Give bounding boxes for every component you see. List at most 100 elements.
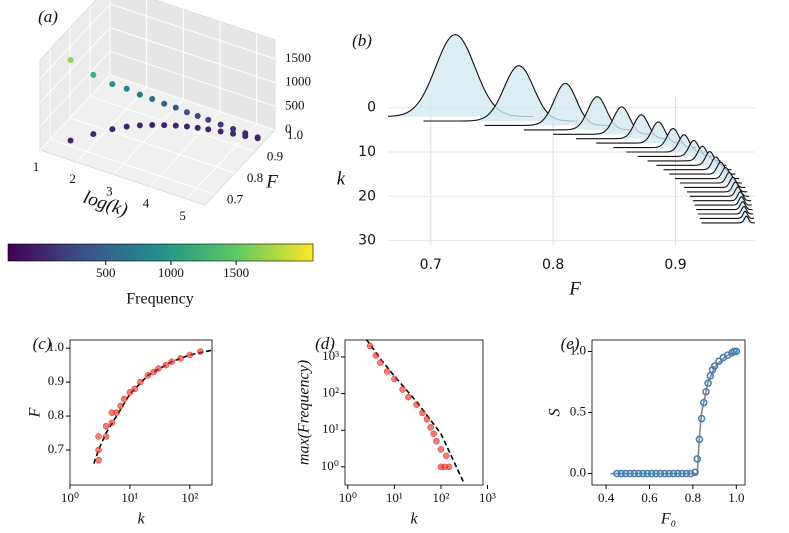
point <box>168 358 175 365</box>
x-tick-label: 0.7 <box>420 257 442 273</box>
point <box>242 133 249 140</box>
point <box>391 375 398 383</box>
point <box>205 116 212 123</box>
point <box>197 348 204 355</box>
y-tick-label: 20 <box>358 188 376 204</box>
y-axis-label: S <box>547 409 564 417</box>
x-tick-label: 0.8 <box>542 257 564 273</box>
point <box>217 128 224 135</box>
ridge-fill <box>656 151 727 166</box>
grid-line <box>39 3 276 80</box>
point <box>427 424 434 431</box>
y-tick-label: 30 <box>358 233 376 249</box>
x-axis-label: k <box>410 511 418 528</box>
ridge-fill <box>484 83 610 126</box>
point <box>194 112 201 119</box>
point <box>172 104 179 111</box>
colorbar-tick-label: 500 <box>96 265 116 280</box>
point <box>205 126 212 133</box>
panel-label: (a) <box>38 7 58 26</box>
ridge-fill <box>701 216 755 223</box>
point <box>665 469 673 478</box>
x-tick-label: 10² <box>181 490 198 505</box>
y-tick-label: 10⁰ <box>321 458 339 473</box>
point <box>686 469 695 478</box>
point <box>95 433 102 440</box>
x-tick-label: 0.4 <box>598 490 615 505</box>
ridge-fill <box>697 206 754 214</box>
point <box>383 368 391 375</box>
point <box>366 342 374 350</box>
ridge <box>692 191 752 202</box>
point <box>161 122 168 129</box>
point <box>183 123 190 130</box>
point <box>183 109 190 116</box>
y-tick-label: 0.8 <box>247 170 263 185</box>
ridge-fill <box>637 140 714 157</box>
x-tick-label: 3 <box>106 183 113 198</box>
ridge-fill <box>663 156 732 170</box>
point <box>172 122 179 129</box>
ridge-fill <box>388 34 534 117</box>
point <box>715 357 723 366</box>
point <box>630 469 639 478</box>
y-tick-label: 1.0 <box>48 339 64 354</box>
y-axis-label: F <box>265 171 278 192</box>
x-tick-label: 10⁰ <box>339 490 357 505</box>
ridge-fill <box>692 191 752 201</box>
ridge-fill <box>423 65 578 121</box>
point <box>691 468 699 477</box>
ridge <box>699 210 754 219</box>
point <box>634 469 643 478</box>
ridge-fill <box>647 146 721 161</box>
point <box>697 414 706 423</box>
point <box>67 56 74 63</box>
z-tick-label: 1500 <box>285 50 311 65</box>
ridge <box>689 186 750 197</box>
panel-label: (b) <box>352 31 372 50</box>
y-tick-label: 10 <box>358 144 376 160</box>
y-axis-label: k <box>337 168 346 189</box>
point <box>673 469 682 478</box>
colorbar-tick-label: 1000 <box>158 265 184 280</box>
point <box>626 469 634 478</box>
point <box>194 124 201 131</box>
ridge-fill <box>686 182 748 192</box>
ridge <box>698 205 754 215</box>
point <box>108 419 116 427</box>
point <box>155 365 162 372</box>
y-tick-label: 0.7 <box>227 191 244 206</box>
point <box>217 121 224 128</box>
ridge-fill <box>669 162 736 175</box>
ridge <box>687 181 748 193</box>
point <box>131 385 138 393</box>
ridge-fill <box>523 96 634 130</box>
point <box>669 469 678 478</box>
y-tick-label: 0.0 <box>570 465 586 480</box>
point <box>660 469 669 478</box>
ridge <box>684 176 746 188</box>
point <box>136 91 143 98</box>
point <box>652 469 660 478</box>
point <box>109 81 116 88</box>
point <box>372 352 380 359</box>
colorbar <box>7 243 314 262</box>
ridge-fill <box>613 128 697 148</box>
point <box>177 355 184 362</box>
point <box>109 126 116 133</box>
point <box>230 130 237 137</box>
y-axis-label: F <box>27 407 44 418</box>
point <box>90 131 97 138</box>
ridge <box>669 161 736 175</box>
point <box>254 135 261 142</box>
y-tick-label: 0.9 <box>267 148 283 163</box>
z-tick-label: 1000 <box>285 74 311 89</box>
panel-label: (c) <box>33 334 52 353</box>
point <box>136 122 143 129</box>
point <box>149 95 156 102</box>
ridge <box>679 171 742 184</box>
x-tick-label: 5 <box>179 208 186 223</box>
colorbar-label: Frequency <box>126 291 194 308</box>
ridge-fill <box>596 121 684 144</box>
